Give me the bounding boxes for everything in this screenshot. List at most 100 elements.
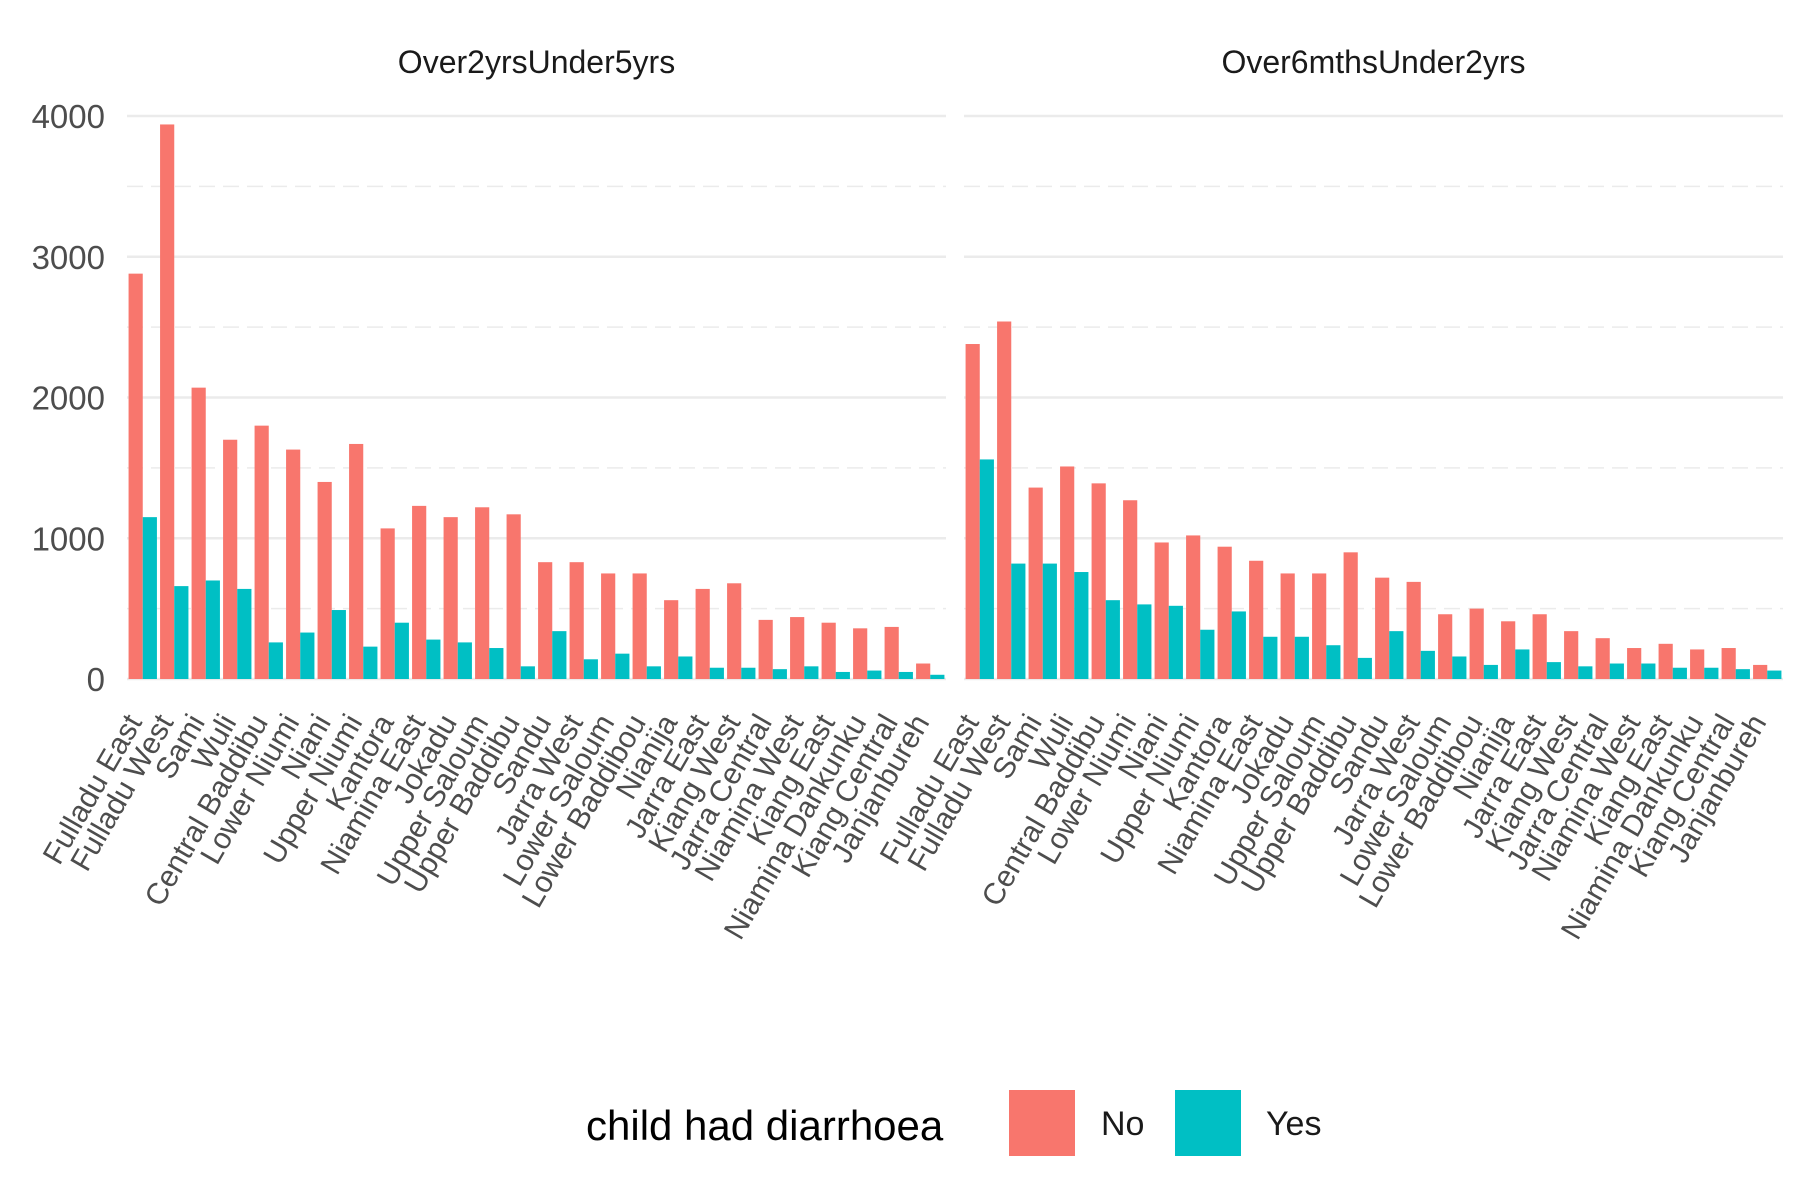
bar-no-lower-saloum [1438, 614, 1453, 679]
bar-no-kiang-west [1564, 631, 1579, 679]
bar-yes-fulladu-west [1011, 563, 1026, 679]
bar-no-upper-saloum [475, 507, 490, 679]
bar-no-upper-baddibu [506, 514, 521, 679]
bar-yes-upper-niumi [363, 646, 378, 679]
bar-no-sami [191, 387, 206, 679]
bar-no-lower-saloum [601, 573, 616, 679]
bar-no-fulladu-west [160, 124, 175, 679]
bar-yes-lower-baddibou [646, 666, 661, 679]
bar-yes-niamina-dankunku [867, 670, 882, 679]
bar-no-sandu [538, 562, 553, 679]
legend: child had diarrhoea No Yes [586, 1090, 1321, 1156]
bar-yes-jarra-east [1546, 662, 1561, 679]
legend-label-no: No [1101, 1105, 1144, 1143]
bar-yes-jarra-west [1420, 650, 1435, 679]
bar-no-niani [317, 481, 332, 679]
bar-no-niani [1154, 542, 1169, 679]
legend-key-no [1009, 1090, 1075, 1156]
bar-yes-jarra-central [1609, 663, 1624, 679]
bar-no-jarra-central [1595, 638, 1610, 679]
bar-yes-upper-baddibu [520, 666, 535, 679]
bar-no-nianija [664, 600, 679, 679]
bar-no-upper-niumi [349, 443, 364, 679]
bar-no-lower-niumi [286, 449, 301, 679]
bar-no-niamina-east [1249, 560, 1264, 679]
bar-no-jarra-east [1532, 614, 1547, 679]
bar-yes-kiang-west [741, 667, 756, 679]
bar-no-janjanbureh [1753, 664, 1768, 679]
bar-yes-jokadu [457, 642, 472, 679]
bar-no-jokadu [1280, 573, 1295, 679]
bar-no-fulladu-east [965, 344, 980, 679]
bar-no-central-baddibu [1091, 483, 1106, 679]
bar-yes-wuli [1074, 572, 1089, 679]
bar-yes-janjanbureh [930, 674, 945, 679]
bar-yes-sami [205, 580, 220, 679]
bar-yes-kiang-east [1672, 667, 1687, 679]
bar-yes-niani [331, 610, 346, 679]
bar-yes-sandu [552, 631, 567, 679]
bar-no-niamina-dankunku [853, 628, 868, 679]
bar-yes-sandu [1389, 631, 1404, 679]
bar-yes-fulladu-west [174, 586, 189, 679]
bar-no-upper-saloum [1312, 573, 1327, 679]
bar-no-kiang-central [884, 626, 899, 679]
y-tick-label: 2000 [32, 380, 105, 417]
bar-yes-jarra-central [772, 669, 787, 679]
bar-no-fulladu-east [128, 273, 143, 679]
bar-yes-niani [1168, 605, 1183, 679]
bar-no-kantora [380, 528, 395, 679]
bar-yes-kiang-central [1735, 669, 1750, 679]
bar-yes-kiang-central [898, 671, 913, 679]
facet-title: Over2yrsUnder5yrs [398, 44, 675, 80]
bar-no-jarra-west [1406, 581, 1421, 679]
bar-yes-niamina-east [1263, 636, 1278, 679]
legend-title: child had diarrhoea [586, 1102, 944, 1149]
legend-key-yes [1175, 1090, 1241, 1156]
facet-title: Over6mthsUnder2yrs [1221, 44, 1525, 80]
bar-yes-nianija [1515, 649, 1530, 679]
bar-no-jarra-west [569, 562, 584, 679]
legend-label-yes: Yes [1266, 1105, 1321, 1143]
bar-no-niamina-east [412, 505, 427, 679]
bar-no-sami [1028, 487, 1043, 679]
bar-yes-central-baddibu [268, 642, 283, 679]
bar-yes-upper-niumi [1200, 629, 1215, 679]
bar-yes-jokadu [1294, 636, 1309, 679]
bar-yes-niamina-east [426, 639, 441, 679]
bar-no-niamina-west [790, 617, 805, 679]
bar-no-sandu [1375, 577, 1390, 679]
bar-no-niamina-west [1627, 648, 1642, 679]
bar-yes-janjanbureh [1767, 670, 1782, 679]
bar-yes-kiang-west [1578, 666, 1593, 679]
bar-yes-niamina-west [804, 666, 819, 679]
bar-no-upper-baddibu [1343, 552, 1358, 679]
bar-no-wuli [1060, 466, 1075, 679]
bar-yes-lower-saloum [1452, 656, 1467, 679]
bar-yes-kantora [1231, 611, 1246, 679]
bar-no-kiang-central [1721, 648, 1736, 679]
bar-no-nianija [1501, 621, 1516, 679]
bar-yes-kantora [394, 622, 409, 679]
bar-yes-sami [1042, 563, 1057, 679]
y-tick-label: 4000 [32, 98, 105, 135]
bar-no-jokadu [443, 517, 458, 679]
bar-yes-lower-saloum [615, 653, 630, 679]
bar-yes-niamina-west [1641, 663, 1656, 679]
bar-no-niamina-dankunku [1690, 649, 1705, 679]
bar-no-jarra-east [695, 588, 710, 679]
bar-yes-central-baddibu [1105, 600, 1120, 679]
bar-no-kiang-west [727, 583, 742, 679]
bar-yes-fulladu-east [979, 459, 994, 679]
bar-yes-kiang-east [835, 671, 850, 679]
bar-no-central-baddibu [254, 425, 269, 679]
bar-yes-lower-niumi [1137, 604, 1152, 679]
y-tick-label: 0 [87, 661, 105, 698]
bar-no-jarra-central [758, 619, 773, 679]
bar-no-upper-niumi [1186, 535, 1201, 679]
bar-no-janjanbureh [916, 663, 931, 679]
y-tick-label: 3000 [32, 239, 105, 276]
